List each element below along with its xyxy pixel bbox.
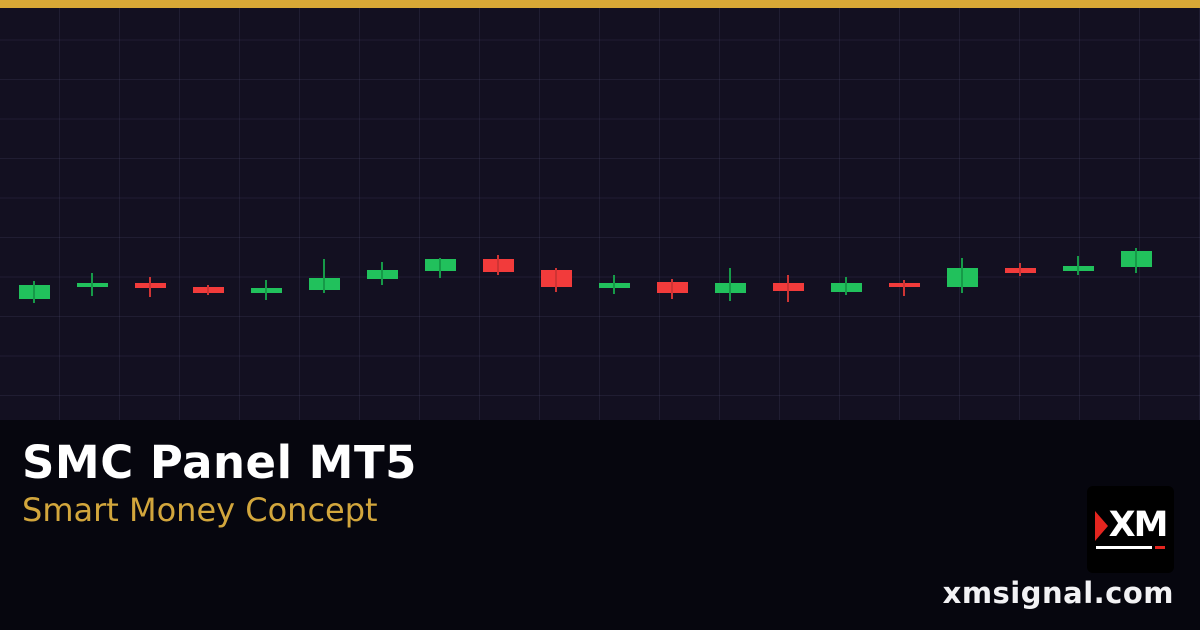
xm-play-triangle-icon: [1094, 510, 1108, 541]
xm-underline-white: [1096, 546, 1152, 549]
title-block: SMC Panel MT5 Smart Money Concept: [22, 438, 417, 528]
xm-logo-text: XM: [1108, 505, 1169, 545]
footer: SMC Panel MT5 Smart Money Concept XM xms…: [0, 420, 1200, 630]
xm-logo: XM: [1087, 486, 1174, 573]
brand-block: XM xmsignal.com: [943, 486, 1174, 610]
website-url: xmsignal.com: [942, 576, 1174, 610]
xm-logo-underline: [1096, 546, 1165, 549]
xm-logo-row: XM: [1087, 508, 1174, 543]
xm-underline-red: [1155, 546, 1165, 549]
candlestick-chart: [0, 8, 1200, 420]
page-title: SMC Panel MT5: [22, 436, 417, 489]
top-accent-bar: [0, 0, 1200, 8]
page-subtitle: Smart Money Concept: [22, 490, 378, 529]
